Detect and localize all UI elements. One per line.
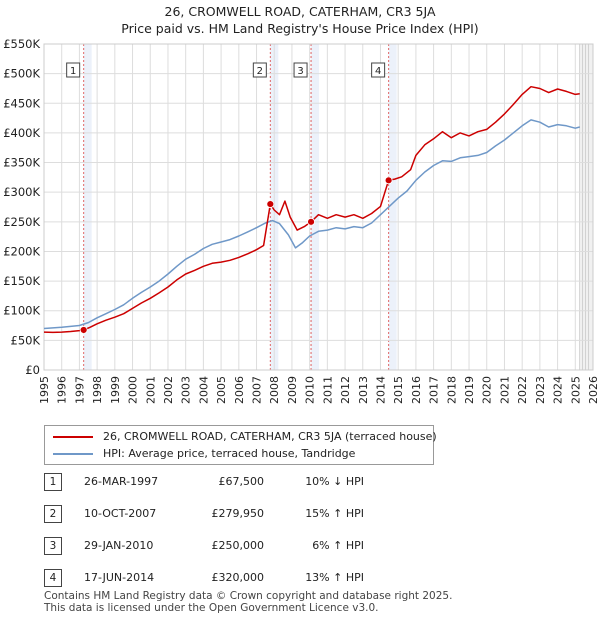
sale-point bbox=[266, 200, 275, 208]
x-tick-label: 2026 bbox=[587, 376, 600, 404]
sale-row: 1 26-MAR-1997 £67,500 10% ↓ HPI bbox=[44, 473, 584, 491]
sale-price: £320,000 bbox=[211, 571, 265, 584]
sale-point bbox=[384, 176, 393, 185]
x-tick-label: 1995 bbox=[38, 376, 51, 404]
x-tick-label: 1996 bbox=[56, 376, 69, 404]
footer-licence: This data is licensed under the Open Gov… bbox=[44, 602, 379, 614]
sale-label-box bbox=[66, 62, 81, 78]
y-tick-label: £400K bbox=[3, 126, 40, 140]
y-tick-label: £500K bbox=[3, 67, 40, 81]
sale-price: £250,000 bbox=[211, 539, 265, 552]
x-tick-label: 2008 bbox=[268, 376, 281, 404]
x-tick-label: 2025 bbox=[569, 376, 582, 404]
y-tick-label: £450K bbox=[3, 96, 40, 110]
sale-date: 29-JAN-2010 bbox=[84, 539, 154, 552]
sale-label-box bbox=[252, 62, 267, 78]
x-tick-label: 2024 bbox=[552, 376, 565, 404]
x-tick-label: 2010 bbox=[304, 376, 317, 404]
x-tick-label: 2019 bbox=[463, 376, 476, 404]
legend-label-property: 26, CROMWELL ROAD, CATERHAM, CR3 5JA (te… bbox=[103, 430, 437, 443]
x-tick-label: 2000 bbox=[127, 376, 140, 404]
sale-number-badge: 1 bbox=[44, 473, 62, 491]
sale-price: £67,500 bbox=[218, 475, 265, 488]
x-tick-label: 1999 bbox=[109, 376, 122, 404]
x-tick-label: 2021 bbox=[498, 376, 511, 404]
x-tick-label: 2001 bbox=[144, 376, 157, 404]
x-tick-label: 1998 bbox=[91, 376, 104, 404]
y-tick-label: £200K bbox=[3, 244, 40, 258]
x-tick-label: 2013 bbox=[357, 376, 370, 404]
x-tick-label: 2022 bbox=[516, 376, 529, 404]
sale-label-number: 1 bbox=[70, 66, 76, 77]
x-tick-label: 2012 bbox=[339, 376, 352, 404]
x-tick-label: 2018 bbox=[445, 376, 458, 404]
sale-number-badge: 2 bbox=[44, 505, 62, 523]
sale-hpi-diff: 10% ↓ HPI bbox=[305, 475, 364, 488]
chart-legend: 26, CROMWELL ROAD, CATERHAM, CR3 5JA (te… bbox=[44, 425, 437, 465]
sale-row: 2 10-OCT-2007 £279,950 15% ↑ HPI bbox=[44, 505, 584, 523]
x-tick-label: 2023 bbox=[534, 376, 547, 404]
legend-swatch-hpi bbox=[53, 453, 93, 455]
sale-label-box bbox=[371, 62, 386, 78]
sale-band bbox=[388, 44, 397, 370]
x-tick-label: 2020 bbox=[481, 376, 494, 404]
sale-date: 17-JUN-2014 bbox=[84, 571, 155, 584]
x-tick-label: 2003 bbox=[180, 376, 193, 404]
sale-date: 10-OCT-2007 bbox=[84, 507, 157, 520]
sale-date: 26-MAR-1997 bbox=[84, 475, 159, 488]
y-tick-label: £50K bbox=[11, 333, 41, 347]
y-tick-label: £100K bbox=[3, 304, 40, 318]
sale-number-badge: 3 bbox=[44, 537, 62, 555]
footer-copyright: Contains HM Land Registry data © Crown c… bbox=[44, 590, 453, 602]
price-chart: £0 £50K £100K £150K £200K £250K £300K £350K £400… bbox=[3, 37, 600, 404]
hpi-line bbox=[43, 119, 580, 330]
sale-band bbox=[311, 44, 320, 370]
chart-title: 26, CROMWELL ROAD, CATERHAM, CR3 5JA bbox=[164, 4, 436, 19]
sale-hpi-diff: 13% ↑ HPI bbox=[305, 571, 364, 584]
x-tick-label: 2002 bbox=[162, 376, 175, 404]
sale-number-badge: 4 bbox=[44, 569, 62, 587]
sale-hpi-diff: 15% ↑ HPI bbox=[305, 507, 364, 520]
x-tick-label: 2005 bbox=[215, 376, 228, 404]
y-tick-label: £150K bbox=[3, 274, 40, 288]
sale-point bbox=[307, 217, 315, 226]
x-tick-label: 2016 bbox=[410, 376, 423, 404]
chart-subtitle: Price paid vs. HM Land Registry's House … bbox=[121, 21, 479, 36]
y-tick-label: £350K bbox=[3, 156, 40, 170]
x-tick-label: 2004 bbox=[197, 376, 210, 404]
y-tick-label: £300K bbox=[3, 185, 40, 199]
x-tick-label: 1997 bbox=[73, 376, 86, 404]
x-tick-label: 2015 bbox=[392, 376, 405, 404]
plot-border bbox=[43, 43, 594, 371]
sale-row: 3 29-JAN-2010 £250,000 6% ↑ HPI bbox=[44, 537, 584, 555]
sale-hpi-diff: 6% ↑ HPI bbox=[312, 539, 364, 552]
sale-label-number: 2 bbox=[257, 66, 263, 77]
sale-band bbox=[83, 44, 92, 370]
sale-price: £279,950 bbox=[211, 507, 265, 520]
sale-label-number: 3 bbox=[297, 66, 303, 77]
sale-label-number: 4 bbox=[375, 66, 381, 77]
y-tick-label: £250K bbox=[3, 215, 40, 229]
legend-label-hpi: HPI: Average price, terraced house, Tand… bbox=[103, 447, 356, 460]
sale-point bbox=[79, 326, 88, 334]
x-tick-label: 2014 bbox=[374, 376, 387, 404]
x-tick-label: 2006 bbox=[233, 376, 246, 404]
x-tick-label: 2017 bbox=[428, 376, 441, 404]
y-tick-label: £0 bbox=[25, 363, 40, 377]
footer: Contains HM Land Registry data © Crown c… bbox=[44, 590, 452, 614]
sale-row: 4 17-JUN-2014 £320,000 13% ↑ HPI bbox=[44, 569, 584, 587]
sale-label-box bbox=[293, 62, 308, 78]
y-tick-label: £550K bbox=[3, 37, 40, 51]
x-tick-label: 2007 bbox=[251, 376, 264, 404]
x-tick-label: 2011 bbox=[321, 376, 334, 404]
property-price-line bbox=[43, 85, 580, 334]
legend-swatch-property bbox=[53, 436, 93, 438]
forecast-region bbox=[579, 44, 593, 370]
x-tick-label: 2009 bbox=[286, 376, 299, 404]
